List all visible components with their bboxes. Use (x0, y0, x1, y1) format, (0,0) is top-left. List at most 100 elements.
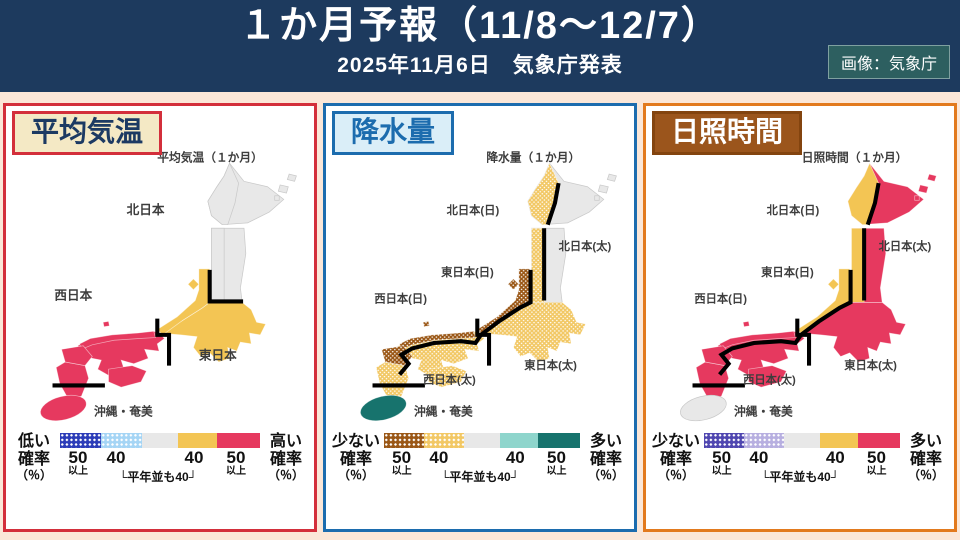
precipitation-map: 降水量（１か月） 北日本(日) 北日本(太) 東日本(日) 西日本(日) 東日本… (360, 151, 617, 422)
legend-seg-40-low (744, 433, 785, 449)
label-north-japan: 北日本 (127, 202, 165, 217)
label-west-japan: 西日本 (54, 288, 92, 303)
panel-sunshine: 日照時間 (643, 103, 957, 532)
label-okinawa-amami: 沖縄・奄美 (94, 405, 153, 419)
legend-seg-50-high (217, 433, 260, 449)
legend-color-bar (60, 433, 260, 449)
legend-seg-40-high (499, 433, 538, 449)
map-region-sado-island (507, 278, 520, 291)
legend-seg-40-high (178, 433, 217, 449)
tick-40-low: 40 (749, 448, 769, 468)
boundary-hokkaido-divide (865, 183, 881, 226)
legend-ticks: 50 以上 40 └平年並も40┘ 40 50 以上 (60, 448, 260, 494)
legend-ticks: 50 以上 40 └平年並も40┘ 40 50 以上 (704, 448, 900, 494)
map-region-sado-island (827, 278, 840, 291)
map-region-kyushu-south (55, 361, 90, 401)
tick-50-high: 50 以上 (226, 448, 246, 478)
legend-low-label: 少ない 確率 （％） (652, 433, 701, 482)
map-region-hokkaido-west (207, 162, 239, 226)
map-region-oki-islet (742, 321, 750, 328)
legend-high-label: 多い 確率 （％） (587, 433, 624, 482)
probability-legend: 少ない 確率 （％） 50 以上 40 └平年並も40┘ 40 50 以上 (646, 431, 954, 494)
tick-normal: └平年並も40┘ (118, 470, 198, 485)
legend-seg-50-low (704, 433, 745, 449)
map-labels: 平均気温（１か月） 北日本 西日本 東日本 沖縄・奄美 (54, 151, 263, 419)
map-region-okinawa-amami (40, 395, 87, 422)
boundary-east-west (795, 319, 812, 366)
map-labels: 日照時間（１か月） 北日本(日) 北日本(太) 東日本(日) 西日本(日) 東日… (694, 151, 931, 419)
panel-temperature: 平均気温 (3, 103, 317, 532)
map-region-okinawa-amami (360, 395, 407, 422)
boundary-japansea-pacific (718, 270, 853, 377)
legend-seg-50-high (537, 433, 580, 449)
boundary-hokkaido-divide (545, 183, 561, 226)
legend-seg-50-low (60, 433, 101, 449)
legend-low-label: 低い 確率 （％） (15, 433, 52, 482)
boundary-east-west (475, 319, 492, 366)
legend-seg-normal (464, 433, 500, 449)
map-region-northeast-islands (274, 174, 297, 202)
boundary-north-east (207, 270, 244, 304)
credit-badge: 画像：気象庁 (827, 45, 950, 79)
legend-low-label: 少ない 確率 （％） (332, 433, 381, 482)
legend-seg-40-low (101, 433, 142, 449)
map-region-shikoku (428, 365, 467, 389)
legend-seg-50-high (857, 433, 900, 449)
map-region-shikoku (108, 365, 147, 389)
map-title: 降水量（１か月） (486, 151, 580, 165)
tick-40-low: 40 (429, 448, 449, 468)
label-okinawa-amami: 沖縄・奄美 (734, 405, 793, 419)
tick-40-high: 40 (505, 448, 525, 468)
probability-legend: 低い 確率 （％） 50 以上 40 └平年並も40┘ 40 50 以上 (6, 431, 314, 494)
label-east-pacific: 東日本(太) (844, 359, 897, 373)
tick-50-low: 50 以上 (711, 448, 732, 478)
map-region-east-japan-pacific (477, 302, 587, 363)
legend-seg-40-low (424, 433, 465, 449)
panel-title-sunshine: 日照時間 (652, 111, 803, 156)
forecast-panels-row: 平均気温 (0, 92, 960, 532)
label-west-japansea: 西日本(日) (694, 292, 747, 306)
legend-high-label: 高い 確率 （％） (267, 433, 304, 482)
label-east-pacific: 東日本(太) (524, 359, 577, 373)
label-north-japansea: 北日本(日) (447, 203, 500, 217)
tick-40-high: 40 (825, 448, 845, 468)
label-west-japansea: 西日本(日) (374, 292, 427, 306)
legend-seg-40-high (819, 433, 858, 449)
probability-legend: 少ない 確率 （％） 50 以上 40 └平年並も40┘ 40 50 以上 (326, 431, 634, 494)
legend-color-bar (384, 433, 580, 449)
page-title: １か月予報（11/8～12/7） (239, 5, 721, 47)
map-region-northeast-islands (594, 174, 617, 202)
header: １か月予報（11/8～12/7） 2025年11月6日 気象庁発表 画像：気象庁 (0, 0, 960, 92)
map-region-shikoku (748, 365, 787, 389)
region-boundary-lines (372, 183, 561, 388)
tick-normal: └平年並も40┘ (760, 470, 840, 485)
tick-50-high: 50 以上 (546, 448, 567, 478)
map-title: 平均気温（１か月） (157, 151, 263, 165)
legend-ticks: 50 以上 40 └平年並も40┘ 40 50 以上 (384, 448, 580, 494)
map-region-kyushu-north (61, 345, 93, 367)
boundary-japansea-pacific (398, 270, 533, 377)
region-boundary-lines (52, 270, 244, 388)
map-region-sado-island (187, 278, 200, 291)
tick-50-high: 50 以上 (866, 448, 887, 478)
legend-high-label: 多い 確率 （％） (907, 433, 944, 482)
region-boundary-lines (692, 183, 881, 388)
map-region-east-japan-pacific (797, 302, 907, 363)
map-regions (55, 162, 297, 401)
panel-title-precipitation: 降水量 (332, 111, 455, 156)
panel-precipitation: 降水量 (323, 103, 637, 532)
legend-scale: 50 以上 40 └平年並も40┘ 40 50 以上 (704, 433, 900, 494)
label-east-japansea: 東日本(日) (441, 266, 494, 280)
legend-seg-50-low (384, 433, 425, 449)
legend-scale: 50 以上 40 └平年並も40┘ 40 50 以上 (384, 433, 580, 494)
map-region-oki-islet (422, 321, 430, 328)
label-north-pacific: 北日本(太) (559, 239, 612, 253)
boundary-east-west (155, 319, 172, 366)
map-title: 日照時間（１か月） (802, 151, 908, 165)
tick-normal: └平年並も40┘ (440, 470, 520, 485)
legend-seg-normal (142, 433, 178, 449)
map-region-oki-islet (102, 321, 110, 328)
label-north-pacific: 北日本(太) (879, 239, 932, 253)
label-east-japan: 東日本 (199, 348, 237, 363)
tick-40-high: 40 (184, 448, 204, 468)
